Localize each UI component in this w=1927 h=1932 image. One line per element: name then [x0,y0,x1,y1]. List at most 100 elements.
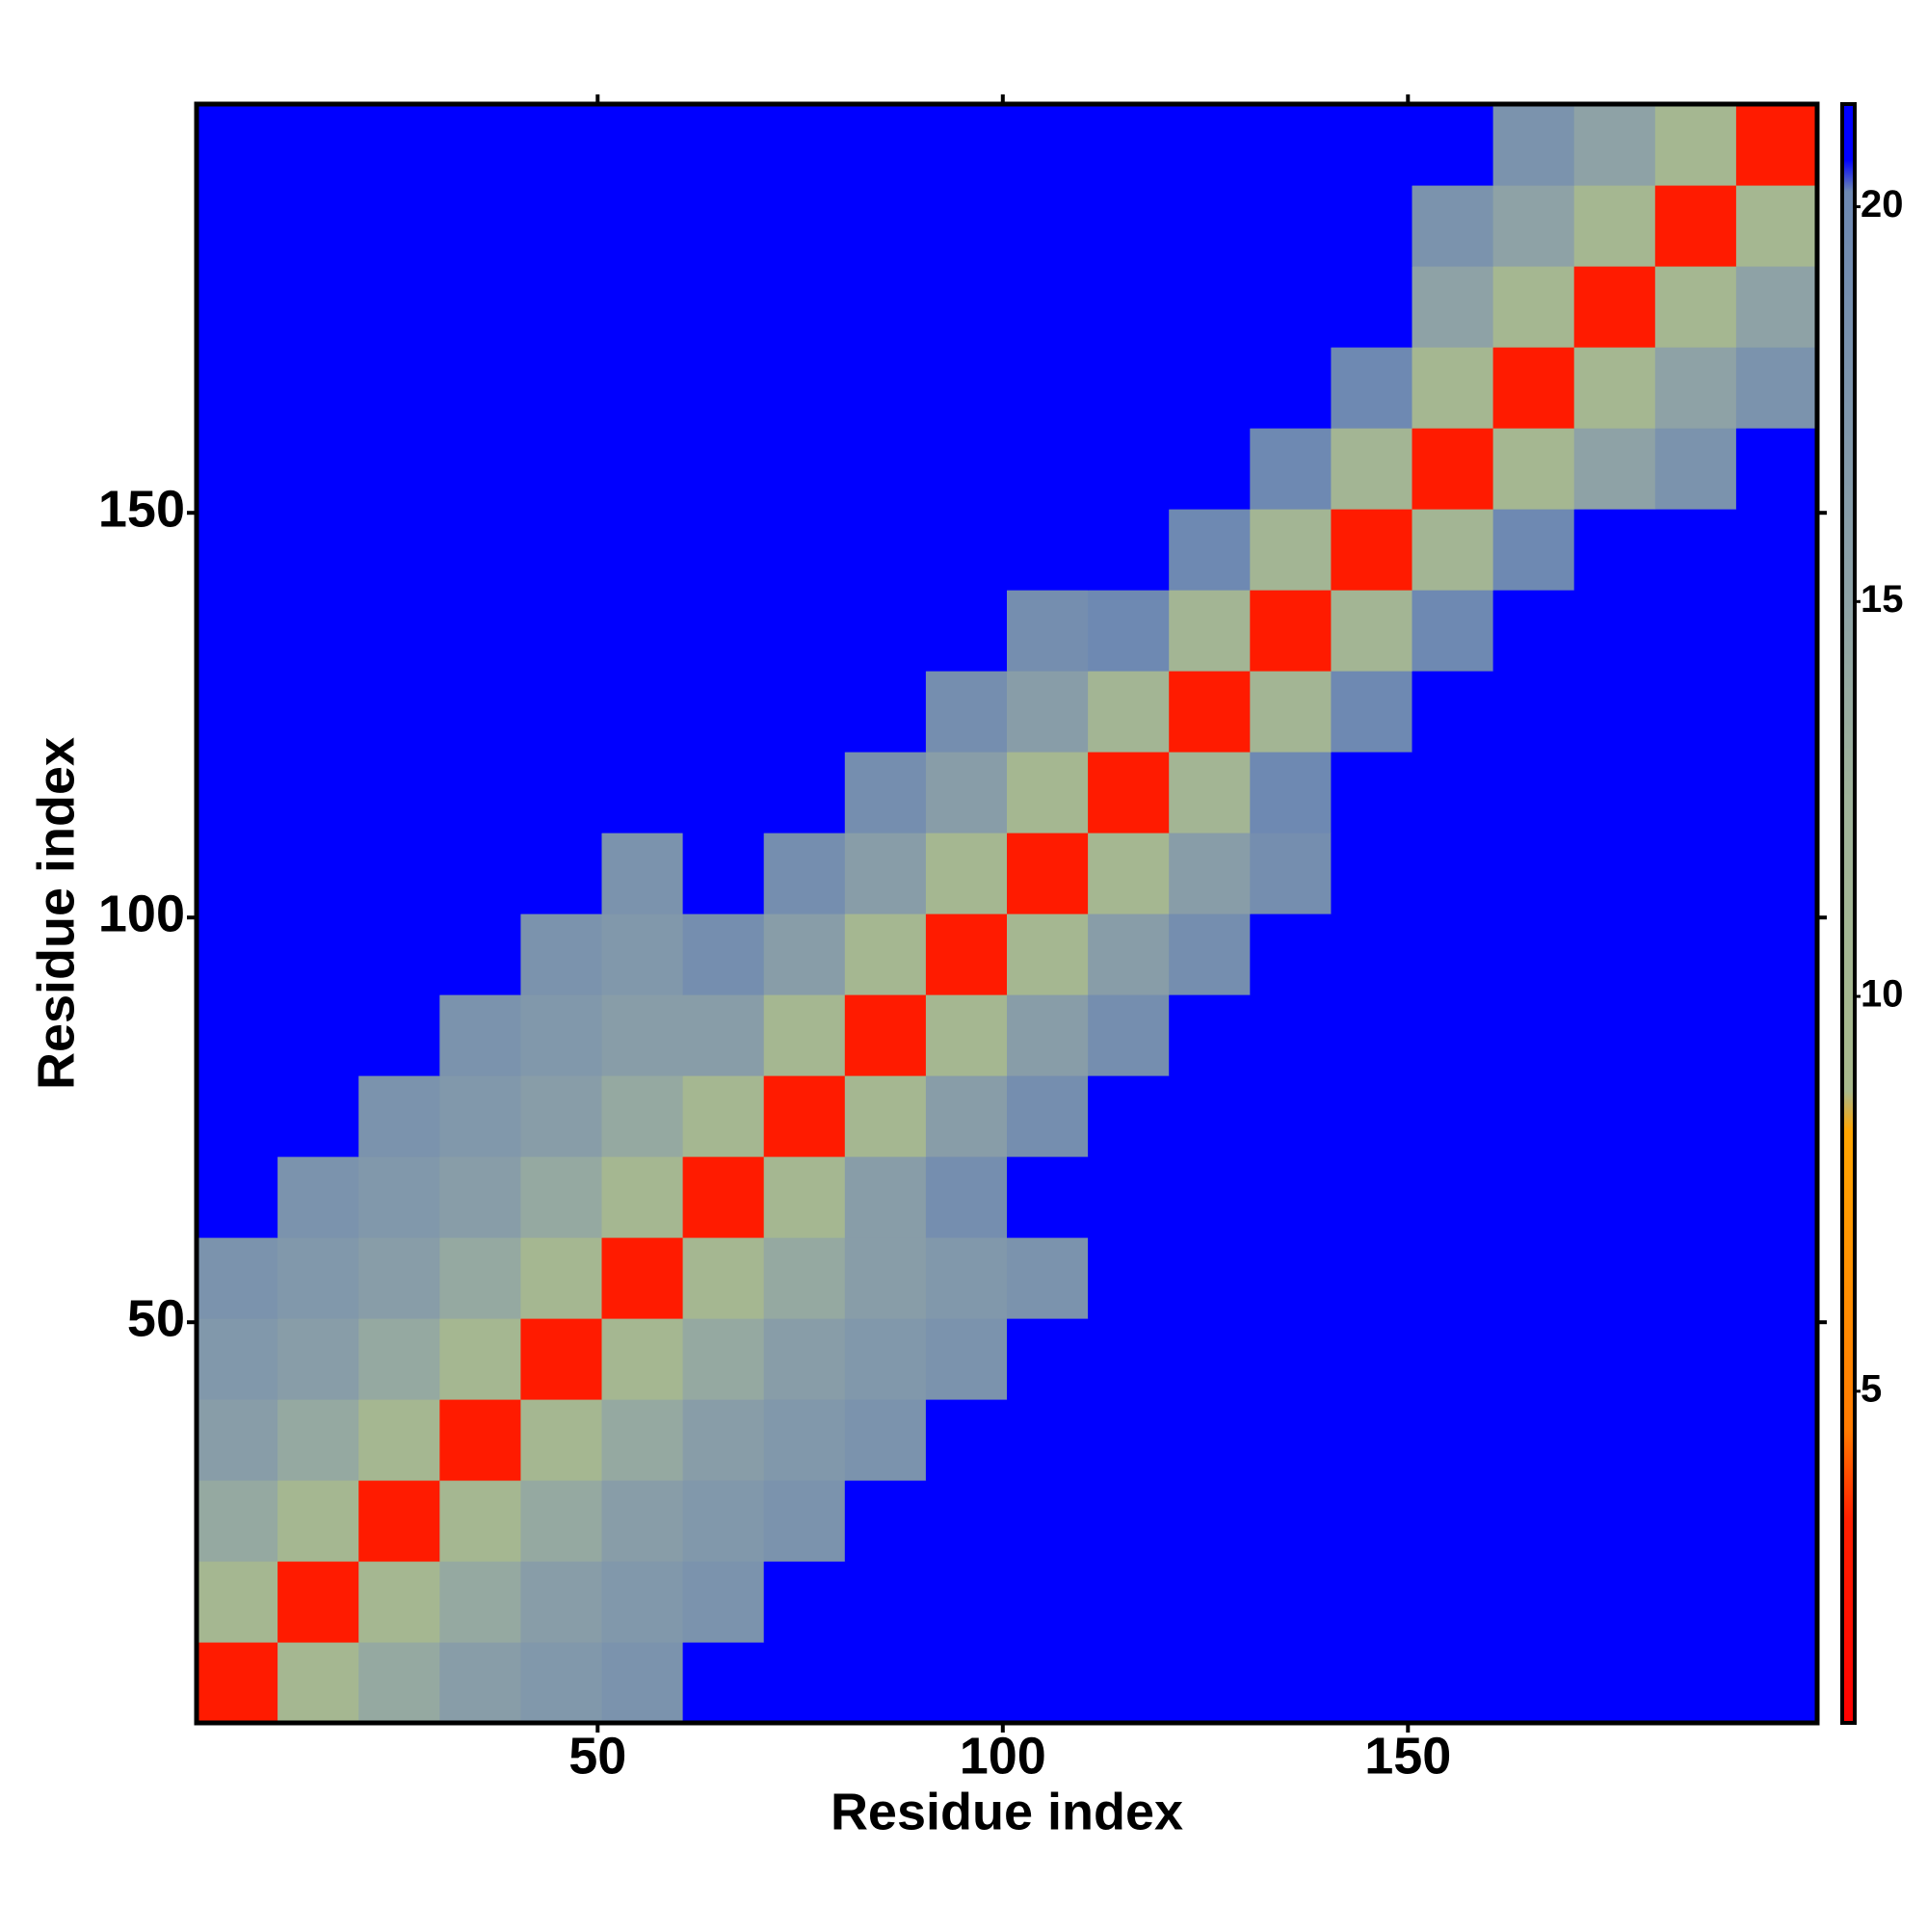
heatmap-cell [925,833,1008,914]
heatmap-cell [1088,1318,1170,1400]
heatmap-cell [439,913,521,995]
heatmap-cell [197,590,278,672]
heatmap-cell [1250,1156,1332,1238]
heatmap-cell [1735,752,1818,834]
heatmap-cell [1492,1399,1575,1481]
heatmap-cell [1492,185,1575,267]
heatmap-cell [197,752,278,834]
heatmap-cell [1169,994,1251,1076]
heatmap-cell [1331,509,1413,591]
heatmap-cell [277,752,359,834]
heatmap-cell [1331,913,1413,995]
heatmap-cell [1573,752,1656,834]
heatmap-cell [1412,671,1494,753]
heatmap-cell [1492,1075,1575,1157]
heatmap-cell [277,1075,359,1157]
heatmap-cell [844,1156,927,1238]
heatmap-cell [277,833,359,914]
heatmap-cell [1169,671,1251,753]
heatmap-cell [601,185,684,267]
heatmap-cell [277,1642,359,1724]
heatmap-cell [1412,509,1494,591]
heatmap-cell [1412,833,1494,914]
heatmap-cell [763,266,846,348]
heatmap-cell [1088,833,1170,914]
heatmap-cell [520,833,603,914]
heatmap-cell [1331,1075,1413,1157]
heatmap-cell [1492,1642,1575,1724]
heatmap-cell [1007,347,1089,429]
heatmap-cell [1088,428,1170,510]
heatmap-cell [439,347,521,429]
heatmap-cell [1654,509,1737,591]
heatmap-cell [1412,1156,1494,1238]
heatmap-cell [520,590,603,672]
heatmap-cell [682,1318,765,1400]
heatmap-cell [601,913,684,995]
heatmap-cell [1412,428,1494,510]
heatmap-cell [520,1399,603,1481]
heatmap-cell [197,509,278,591]
heatmap-cell [682,428,765,510]
heatmap-cell [197,994,278,1076]
heatmap-cell [1250,1480,1332,1562]
heatmap-cell [439,104,521,186]
heatmap-cell [1169,913,1251,995]
heatmap-cell [1573,1156,1656,1238]
heatmap-cell [1654,913,1737,995]
heatmap-cell [1412,1480,1494,1562]
heatmap-cell [1412,1075,1494,1157]
heatmap-cell [925,347,1008,429]
heatmap-cell [1007,994,1089,1076]
heatmap-cell [844,428,927,510]
heatmap-cell [1250,1561,1332,1643]
heatmap-cell [1492,994,1575,1076]
heatmap-cell [844,185,927,267]
heatmap-cell [520,104,603,186]
heatmap-cell [682,1075,765,1157]
heatmap-cell [1331,104,1413,186]
heatmap-cell [197,1561,278,1643]
heatmap-cell [1250,994,1332,1076]
heatmap-cell [1088,671,1170,753]
heatmap-cell [682,185,765,267]
heatmap-cell [844,1237,927,1319]
heatmap-cell [277,1480,359,1562]
heatmap-cell [1735,104,1818,186]
heatmap-cell [1573,1075,1656,1157]
heatmap-cell [1007,1156,1089,1238]
colorbar-tick-label: 15 [1861,578,1904,621]
heatmap-cell [1007,590,1089,672]
heatmap-cell [1007,185,1089,267]
heatmap-cell [439,1318,521,1400]
heatmap-cell [844,913,927,995]
heatmap-cell [925,1318,1008,1400]
heatmap-cell [520,509,603,591]
heatmap-cell [925,266,1008,348]
heatmap-cell [439,185,521,267]
heatmap-cell [763,1237,846,1319]
heatmap-cell [1654,266,1737,348]
heatmap-cell [682,590,765,672]
heatmap-cell [520,428,603,510]
heatmap-cell [601,509,684,591]
heatmap-cell [1331,833,1413,914]
heatmap-cell [601,752,684,834]
heatmap-cell [439,1399,521,1481]
heatmap-cell [1250,185,1332,267]
heatmap-cell [1088,752,1170,834]
heatmap-cell [439,590,521,672]
heatmap-cell [1088,1399,1170,1481]
heatmap-cell [1169,1075,1251,1157]
heatmap-cell [1007,509,1089,591]
heatmap-cell [1088,1156,1170,1238]
heatmap-cell [1735,347,1818,429]
heatmap-cell [682,1156,765,1238]
heatmap-cell [1250,428,1332,510]
heatmap-cell [520,994,603,1076]
heatmap-cell [925,1561,1008,1643]
heatmap-cell [682,1399,765,1481]
heatmap-cell [601,347,684,429]
heatmap-cell [1169,590,1251,672]
